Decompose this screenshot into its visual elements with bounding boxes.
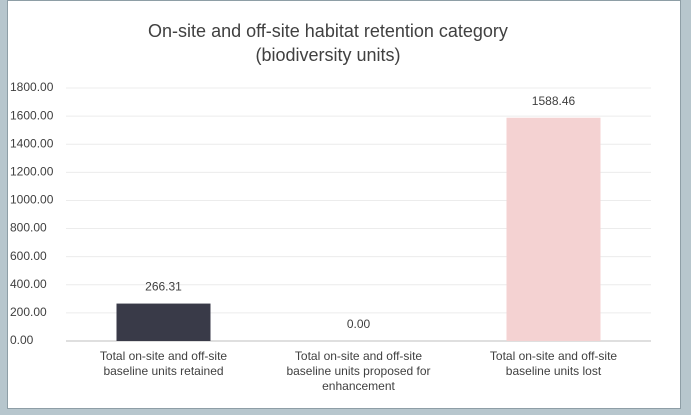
y-tick-label: 400.00 <box>10 277 47 291</box>
plot: 0.00 200.00 400.00 600.00 800.00 1000.00 1200.… <box>10 80 651 347</box>
y-tick-label: 1200.00 <box>10 165 54 179</box>
data-label: 266.31 <box>145 280 182 294</box>
bar <box>506 117 601 341</box>
chart: On-site and off-site habitat retention c… <box>7 0 681 409</box>
y-tick-label: 600.00 <box>10 249 47 263</box>
y-tick-label: 0.00 <box>10 333 34 347</box>
x-tick-label: Total on-site and off-site baseline unit… <box>489 349 618 378</box>
y-tick-label: 800.00 <box>10 221 47 235</box>
x-tick-label: Total on-site and off-site baseline unit… <box>286 349 431 393</box>
y-tick-label: 1800.00 <box>10 80 54 94</box>
y-tick-label: 1400.00 <box>10 136 54 150</box>
chart-title: On-site and off-site habitat retention c… <box>148 21 508 65</box>
data-label: 0.00 <box>347 317 371 331</box>
bar <box>116 303 211 341</box>
x-tick-label: Total on-site and off-site baseline unit… <box>99 349 228 378</box>
y-tick-label: 200.00 <box>10 305 47 319</box>
y-tick-label: 1000.00 <box>10 193 54 207</box>
data-label: 1588.46 <box>532 94 576 108</box>
y-tick-label: 1600.00 <box>10 108 54 122</box>
